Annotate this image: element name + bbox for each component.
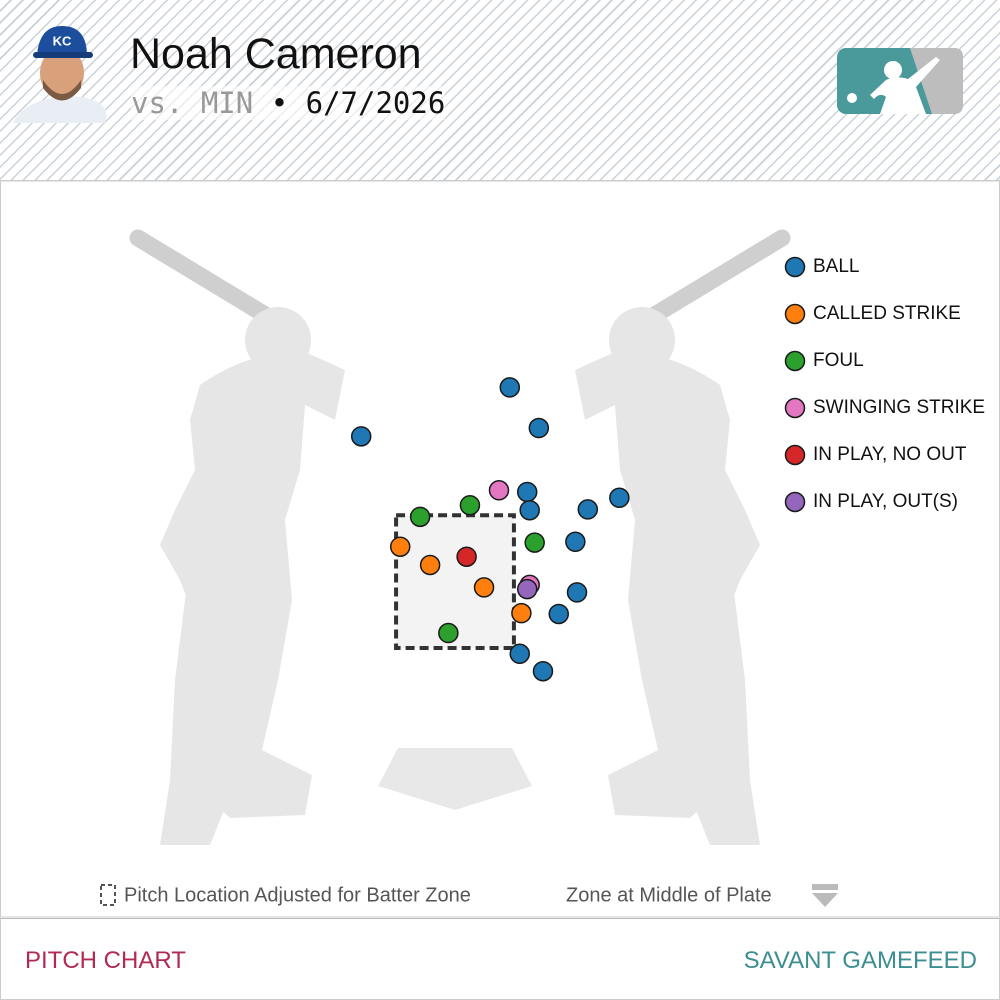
batter-silhouette <box>129 229 345 845</box>
nav-link[interactable]: PITCH CHART <box>25 947 186 974</box>
legend-label: BALL <box>813 256 859 277</box>
legend-label: FOUL <box>813 350 864 371</box>
svg-text:KC: KC <box>53 33 72 48</box>
pitch <box>509 643 530 665</box>
pitch <box>419 554 441 576</box>
pitch-chart: Pitch Location Adjusted for Batter Zone … <box>0 181 1000 918</box>
pitch <box>548 603 569 625</box>
legend-label: CALLED STRIKE <box>813 303 961 324</box>
nav-link[interactable]: SAVANT GAMEFEED <box>743 947 977 974</box>
opponent: vs. MIN <box>131 86 254 120</box>
pitch <box>459 494 481 516</box>
pitch <box>577 499 599 520</box>
pitch <box>473 577 495 598</box>
pitch <box>488 480 510 501</box>
pitch <box>609 487 630 509</box>
bottom-nav: PITCH CHART SAVANT GAMEFEED <box>0 918 1000 1000</box>
header: KC Noah Cameron vs. MIN • 6/7/2026 <box>0 0 1000 181</box>
pitch <box>516 578 538 600</box>
legend-swatch <box>784 491 806 513</box>
legend-swatch <box>784 397 806 419</box>
legend-label: IN PLAY, OUT(S) <box>813 491 958 512</box>
legend-label: IN PLAY, NO OUT <box>813 444 967 465</box>
player-photo: KC <box>13 26 107 123</box>
separator: • <box>270 86 289 120</box>
legend-label: SWINGING STRIKE <box>813 397 985 418</box>
pitch <box>528 417 550 439</box>
zone-icon <box>100 884 116 906</box>
legend-swatch <box>784 444 806 466</box>
pitch <box>350 426 372 447</box>
pitch <box>409 506 431 528</box>
pitch <box>519 499 540 521</box>
pitch <box>566 582 588 603</box>
pitch <box>524 532 545 553</box>
pitch <box>389 536 411 557</box>
pitch <box>516 481 538 503</box>
legend-swatch <box>784 256 806 278</box>
player-name: Noah Cameron <box>130 30 422 78</box>
game-date: 6/7/2026 <box>305 86 446 120</box>
pitch <box>511 602 532 624</box>
pitch <box>499 377 521 398</box>
pitch <box>438 622 459 644</box>
home-plate <box>378 748 532 810</box>
pitch <box>532 660 554 682</box>
footnote: Zone at Middle of Plate <box>566 884 772 906</box>
legend-swatch <box>784 303 806 325</box>
footnote: Pitch Location Adjusted for Batter Zone <box>124 884 471 906</box>
mlb-logo <box>837 48 963 114</box>
legend-swatch <box>784 350 806 372</box>
plate-icon <box>812 884 838 907</box>
pitch <box>456 546 477 567</box>
game-info: vs. MIN • 6/7/2026 <box>131 86 446 120</box>
pitch <box>565 531 586 553</box>
